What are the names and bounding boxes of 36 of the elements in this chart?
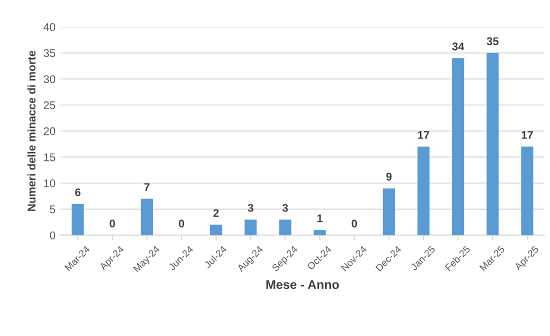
bar — [210, 224, 222, 236]
bar — [72, 204, 84, 236]
y-tick-label: 35 — [44, 49, 56, 58]
bar — [452, 58, 464, 236]
data-label: 3 — [282, 204, 288, 212]
y-tick-label: 15 — [44, 153, 56, 162]
x-axis-title: Mese - Anno — [266, 280, 339, 289]
data-label: 1 — [317, 214, 323, 222]
bar — [314, 230, 326, 236]
y-axis-title: Numeri delle minacce di morte — [27, 50, 36, 211]
y-tick-label: 10 — [44, 179, 56, 188]
data-label: 35 — [486, 37, 499, 46]
bar — [417, 146, 430, 236]
y-tick-label: 5 — [50, 206, 56, 214]
data-label: 6 — [75, 188, 80, 196]
data-label: 9 — [386, 172, 392, 181]
bar — [279, 220, 292, 236]
data-label: 7 — [144, 183, 150, 191]
y-tick-label: 30 — [44, 75, 56, 84]
y-tick-label: 25 — [44, 101, 56, 110]
data-label: 2 — [213, 209, 219, 217]
y-tick-label: 20 — [44, 127, 56, 136]
data-label: 0 — [178, 220, 184, 228]
bar — [244, 220, 257, 236]
bar — [382, 188, 395, 236]
bar — [486, 52, 499, 236]
data-label: 34 — [452, 42, 464, 50]
y-tick-label: 40 — [44, 23, 56, 32]
data-label: 3 — [248, 204, 254, 212]
data-label: 17 — [522, 131, 533, 139]
data-label: 17 — [418, 131, 430, 139]
bar — [521, 146, 534, 236]
data-label: 0 — [352, 220, 357, 228]
data-label: 0 — [110, 220, 115, 228]
bar — [140, 198, 153, 236]
y-tick-label: 0 — [50, 231, 56, 240]
